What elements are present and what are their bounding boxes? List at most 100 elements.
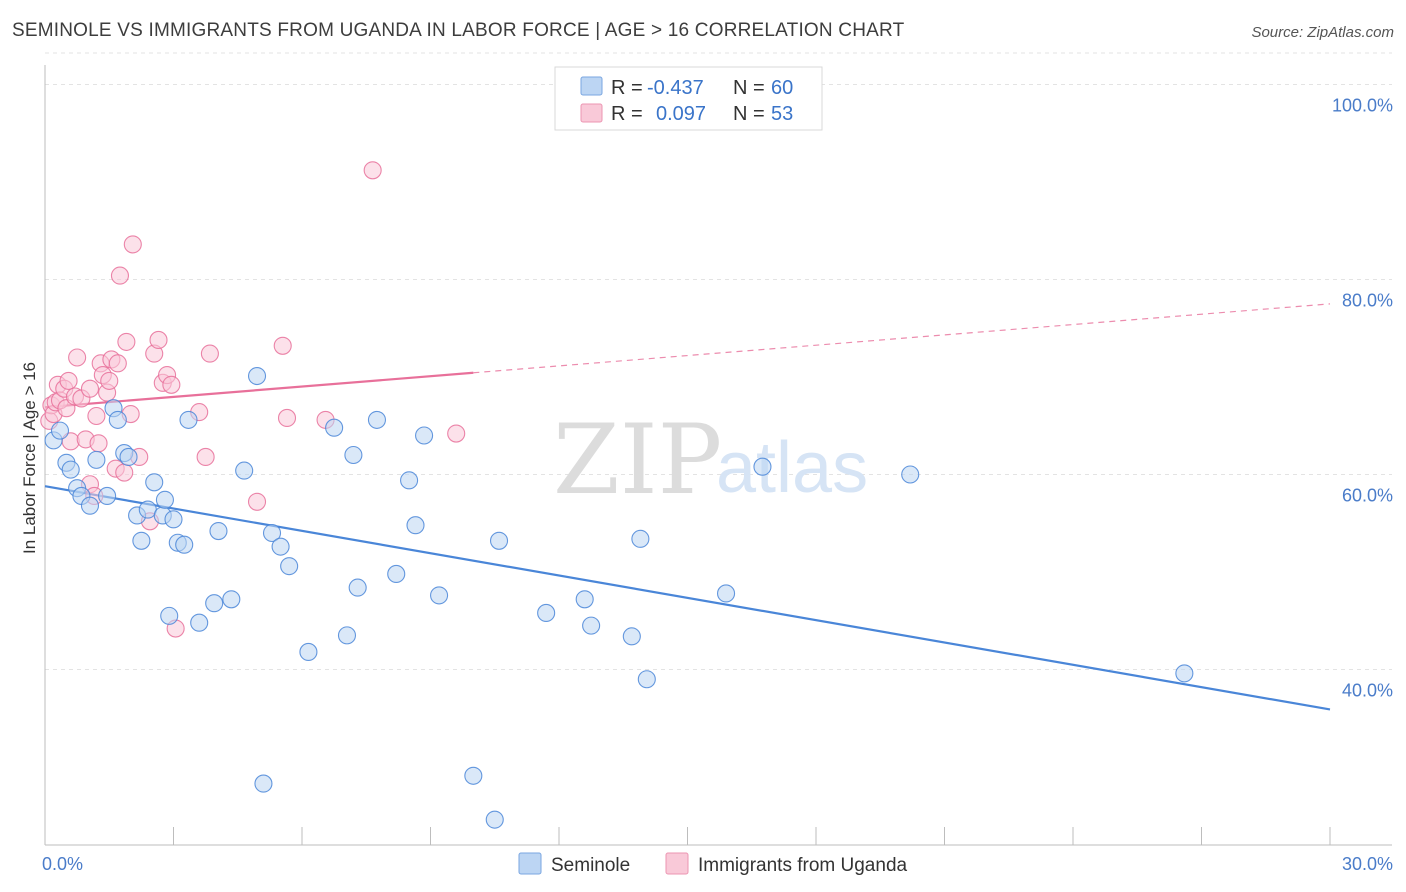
y-axis-label: In Labor Force | Age > 16 <box>20 362 39 554</box>
data-point-seminole <box>348 578 367 597</box>
data-point-seminole <box>145 473 164 492</box>
legend-n-value-2: 53 <box>771 103 793 125</box>
data-point-seminole <box>271 537 290 556</box>
data-point-seminole <box>430 586 449 605</box>
data-point-seminole <box>485 810 504 829</box>
series-legend: Seminole Immigrants from Uganda <box>518 852 908 876</box>
data-point-seminole <box>119 447 138 467</box>
data-points <box>40 161 1194 829</box>
data-point-uganda <box>200 344 219 363</box>
legend-swatch-seminole <box>580 76 603 96</box>
data-point-uganda <box>80 379 100 398</box>
data-point-seminole <box>575 590 594 609</box>
data-point-seminole <box>464 766 483 785</box>
legend-r-label-2: R = <box>611 103 643 125</box>
y-tick-label: 80.0% <box>1342 291 1393 311</box>
data-point-seminole <box>50 421 70 440</box>
data-point-uganda <box>247 492 267 511</box>
data-point-uganda <box>115 463 134 482</box>
trend-line-0 <box>44 485 1331 711</box>
data-point-uganda <box>89 434 108 453</box>
x-tick-label: 0.0% <box>42 854 83 874</box>
data-point-uganda <box>110 266 130 285</box>
legend-n-value-1: 60 <box>771 77 793 99</box>
data-point-seminole <box>254 774 273 793</box>
data-point-seminole <box>1175 664 1194 683</box>
data-point-uganda <box>100 371 119 390</box>
data-point-uganda <box>117 332 136 351</box>
data-point-uganda <box>68 348 87 367</box>
data-point-seminole <box>415 426 434 445</box>
data-point-seminole <box>209 521 228 541</box>
data-point-seminole <box>406 516 425 535</box>
chart-source: Source: ZipAtlas.com <box>1251 24 1394 41</box>
chart-title: SEMINOLE VS IMMIGRANTS FROM UGANDA IN LA… <box>12 20 905 41</box>
data-point-seminole <box>637 670 656 689</box>
data-point-seminole <box>325 418 344 437</box>
stats-legend: R = -0.437 N = 60 R = 0.097 N = 53 <box>554 66 823 131</box>
series-swatch-seminole <box>518 852 542 875</box>
data-point-seminole <box>80 496 100 515</box>
legend-swatch-uganda <box>580 103 603 123</box>
data-point-seminole <box>280 557 299 576</box>
legend-r-label-1: R = <box>611 77 643 99</box>
data-point-uganda <box>277 408 297 428</box>
data-point-seminole <box>98 486 117 506</box>
data-point-seminole <box>753 457 772 476</box>
legend-n-label-1: N = <box>733 77 765 99</box>
data-point-uganda <box>196 447 215 467</box>
y-tick-label: 40.0% <box>1342 681 1393 701</box>
axes <box>44 65 1392 846</box>
y-tick-label: 100.0% <box>1332 96 1393 116</box>
watermark-atlas: atlas <box>716 428 868 508</box>
watermark: ZIP atlas <box>553 404 868 516</box>
data-point-seminole <box>262 523 282 543</box>
data-point-uganda <box>447 424 466 443</box>
data-point-seminole <box>87 450 106 469</box>
data-point-uganda <box>363 161 382 180</box>
data-point-seminole <box>61 460 80 479</box>
data-point-uganda <box>123 235 142 254</box>
tick-labels: 100.0% 80.0% 60.0% 40.0% 0.0% 30.0% <box>42 96 1393 875</box>
legend-r-value-2: 0.097 <box>656 103 706 125</box>
grid <box>45 52 1392 670</box>
data-point-seminole <box>367 410 387 429</box>
data-point-seminole <box>160 606 179 625</box>
data-point-seminole <box>132 531 151 550</box>
data-point-seminole <box>175 535 194 554</box>
data-point-uganda <box>273 336 292 355</box>
data-point-seminole <box>155 490 174 509</box>
data-point-uganda <box>162 375 181 394</box>
data-point-seminole <box>489 531 509 550</box>
data-point-seminole <box>387 564 406 584</box>
data-point-seminole <box>344 445 363 465</box>
series-label-seminole: Seminole <box>551 855 630 876</box>
data-point-seminole <box>108 410 127 429</box>
data-point-seminole <box>222 590 241 609</box>
data-point-seminole <box>235 461 254 480</box>
y-tick-label: 60.0% <box>1342 486 1393 506</box>
series-label-uganda: Immigrants from Uganda <box>698 855 908 876</box>
legend-r-value-1: -0.437 <box>647 77 704 99</box>
data-point-uganda <box>149 330 168 350</box>
legend-n-label-2: N = <box>733 103 765 125</box>
data-point-seminole <box>631 529 650 548</box>
data-point-uganda <box>108 354 127 373</box>
data-point-seminole <box>622 627 641 646</box>
data-point-uganda <box>87 406 106 426</box>
data-point-seminole <box>537 603 556 623</box>
watermark-zip: ZIP <box>553 404 722 516</box>
data-point-seminole <box>716 584 736 603</box>
data-point-seminole <box>337 626 357 645</box>
data-point-seminole <box>299 642 318 662</box>
x-tick-label: 30.0% <box>1342 854 1393 874</box>
trend-line-extension-1 <box>473 303 1331 374</box>
data-point-uganda <box>59 371 78 390</box>
data-point-seminole <box>400 471 419 490</box>
data-point-seminole <box>582 616 601 635</box>
series-swatch-uganda <box>665 852 689 875</box>
data-point-seminole <box>901 465 920 484</box>
data-point-seminole <box>190 613 209 632</box>
data-point-seminole <box>247 366 267 386</box>
